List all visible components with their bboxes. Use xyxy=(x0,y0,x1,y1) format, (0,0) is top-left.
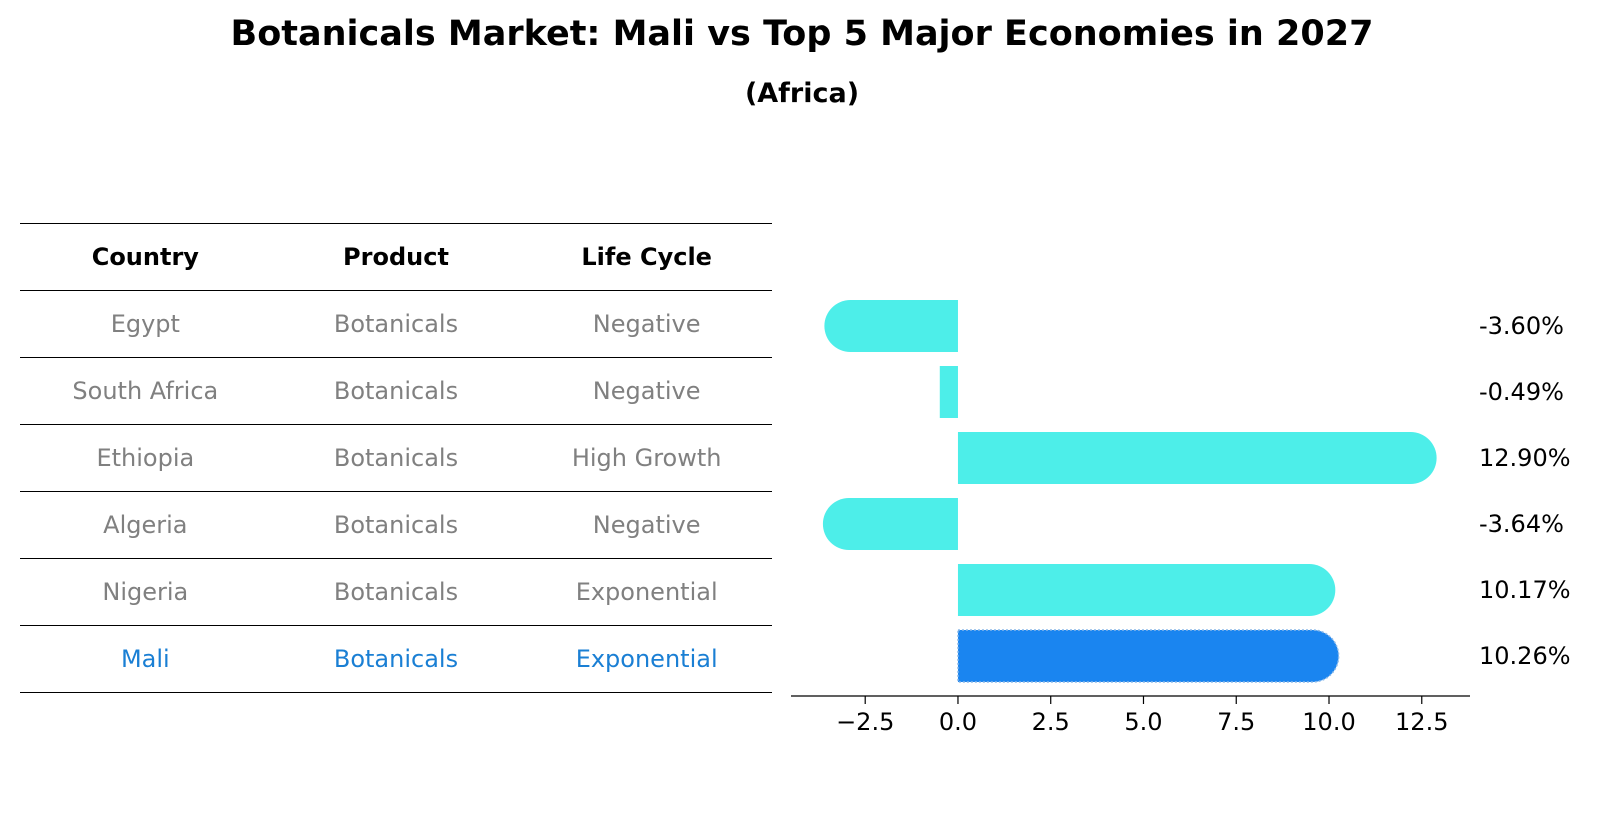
data-label: -3.60% xyxy=(1479,312,1564,340)
data-label: -3.64% xyxy=(1479,510,1564,538)
bar-algeria xyxy=(822,498,958,550)
cell-product: Botanicals xyxy=(270,558,522,626)
x-tick-label: 7.5 xyxy=(1217,708,1255,736)
header-product: Product xyxy=(270,223,522,291)
chart-title: Botanicals Market: Mali vs Top 5 Major E… xyxy=(230,14,1374,54)
table-header-row: Country Product Life Cycle xyxy=(20,223,772,291)
x-tick-label: 2.5 xyxy=(1032,708,1070,736)
cell-country: Ethiopia xyxy=(20,424,271,492)
cell-product: Botanicals xyxy=(270,357,522,425)
x-tick-label: 5.0 xyxy=(1124,708,1162,736)
cell-life-cycle: Exponential xyxy=(521,625,772,693)
x-tick-label: 0.0 xyxy=(939,708,977,736)
data-label: 12.90% xyxy=(1479,444,1571,472)
chart-subtitle: (Africa) xyxy=(744,78,860,109)
comparison-table: Country Product Life Cycle Egypt Botanic… xyxy=(20,223,772,693)
cell-country: Algeria xyxy=(20,491,271,559)
header-country: Country xyxy=(20,223,271,291)
cell-country: Egypt xyxy=(20,290,271,358)
cell-country: Mali xyxy=(20,625,271,693)
table-row: South Africa Botanicals Negative xyxy=(20,357,772,425)
table-row: Nigeria Botanicals Exponential xyxy=(20,558,772,626)
cell-life-cycle: Negative xyxy=(521,491,772,559)
cell-product: Botanicals xyxy=(270,491,522,559)
bar-south-africa xyxy=(939,366,958,418)
cell-product: Botanicals xyxy=(270,290,522,358)
cell-country: Nigeria xyxy=(20,558,271,626)
x-tick-label: 10.0 xyxy=(1302,708,1355,736)
table-row: Algeria Botanicals Negative xyxy=(20,491,772,559)
bar-ethiopia xyxy=(957,432,1437,484)
bar-nigeria xyxy=(957,564,1336,616)
header-life-cycle: Life Cycle xyxy=(521,223,772,291)
x-tick-label: −2.5 xyxy=(836,708,894,736)
data-label: 10.26% xyxy=(1479,642,1571,670)
cell-life-cycle: Negative xyxy=(521,290,772,358)
cell-product: Botanicals xyxy=(270,424,522,492)
cell-life-cycle: High Growth xyxy=(521,424,772,492)
cell-life-cycle: Exponential xyxy=(521,558,772,626)
table-row: Egypt Botanicals Negative xyxy=(20,290,772,358)
bar-egypt xyxy=(824,300,958,352)
cell-life-cycle: Negative xyxy=(521,357,772,425)
data-label: -0.49% xyxy=(1479,378,1564,406)
x-tick-label: 12.5 xyxy=(1395,708,1448,736)
data-label: 10.17% xyxy=(1479,576,1571,604)
cell-product: Botanicals xyxy=(270,625,522,693)
table-row-highlight: Mali Botanicals Exponential xyxy=(20,625,772,693)
cell-country: South Africa xyxy=(20,357,271,425)
bar-mali xyxy=(957,629,1340,683)
table-row: Ethiopia Botanicals High Growth xyxy=(20,424,772,492)
